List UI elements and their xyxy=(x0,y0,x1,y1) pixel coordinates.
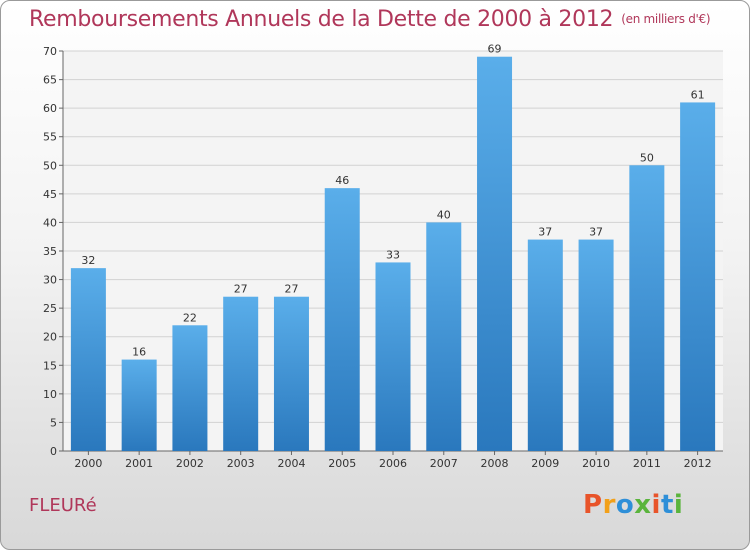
chart-title-text: Remboursements Annuels de la Dette de 20… xyxy=(29,7,614,32)
logo-letter: i xyxy=(651,490,661,520)
bar-2006 xyxy=(375,262,411,451)
x-tick-label: 2005 xyxy=(328,457,356,470)
y-tick-label: 15 xyxy=(43,359,57,372)
y-tick-label: 65 xyxy=(43,74,57,87)
logo-letter: r xyxy=(602,490,616,520)
data-label: 61 xyxy=(691,88,705,101)
data-label: 22 xyxy=(183,311,197,324)
bar-2005 xyxy=(324,188,360,451)
logo-letter: x xyxy=(634,490,652,520)
data-label: 27 xyxy=(284,283,298,296)
y-tick-label: 50 xyxy=(43,159,57,172)
data-label: 40 xyxy=(437,208,451,221)
bar-2008 xyxy=(477,56,513,451)
bar-2010 xyxy=(578,239,614,451)
x-tick-label: 2012 xyxy=(684,457,712,470)
data-label: 32 xyxy=(81,254,95,267)
proxiti-logo[interactable]: Proxiti xyxy=(583,490,683,520)
data-label: 37 xyxy=(538,226,552,239)
x-tick-label: 2001 xyxy=(125,457,153,470)
bar-2001 xyxy=(121,359,157,451)
bar-2007 xyxy=(426,222,462,451)
y-tick-label: 10 xyxy=(43,388,57,401)
y-tick-label: 70 xyxy=(43,45,57,58)
logo-letter: o xyxy=(615,490,635,520)
bar-2003 xyxy=(223,296,259,451)
y-tick-label: 60 xyxy=(43,102,57,115)
y-tick-label: 45 xyxy=(43,188,57,201)
bar-2000 xyxy=(70,268,106,451)
x-tick-label: 2006 xyxy=(379,457,407,470)
y-tick-label: 40 xyxy=(43,216,57,229)
y-tick-label: 30 xyxy=(43,274,57,287)
data-label: 50 xyxy=(640,151,654,164)
y-tick-label: 55 xyxy=(43,131,57,144)
x-tick-label: 2002 xyxy=(176,457,204,470)
x-tick-label: 2010 xyxy=(582,457,610,470)
bar-layer xyxy=(70,56,716,452)
y-tick-label: 0 xyxy=(50,445,57,458)
bar-2002 xyxy=(172,325,208,451)
data-label: 37 xyxy=(589,226,603,239)
bar-2012 xyxy=(680,102,716,451)
x-tick-label: 2007 xyxy=(430,457,458,470)
bar-2004 xyxy=(273,296,309,451)
commune-name: FLEURé xyxy=(29,495,97,516)
y-tick-label: 20 xyxy=(43,331,57,344)
y-tick-label: 25 xyxy=(43,302,57,315)
x-tick-label: 2000 xyxy=(74,457,102,470)
logo-letter: P xyxy=(583,490,603,520)
y-tick-label: 35 xyxy=(43,245,57,258)
x-tick-label: 2011 xyxy=(633,457,661,470)
x-tick-label: 2004 xyxy=(277,457,305,470)
bar-2011 xyxy=(629,165,665,452)
label-layer: 2000 32 2001 16 2002 22 2003 27 2004 27 2005 46 2006… xyxy=(74,43,711,470)
data-label: 16 xyxy=(132,346,146,359)
data-label: 33 xyxy=(386,248,400,261)
data-label: 27 xyxy=(234,283,248,296)
bar-2009 xyxy=(527,239,563,451)
x-tick-label: 2009 xyxy=(531,457,559,470)
y-tick-label: 5 xyxy=(50,416,57,429)
x-tick-label: 2003 xyxy=(227,457,255,470)
logo-letter: i xyxy=(673,490,684,520)
chart-title: Remboursements Annuels de la Dette de 20… xyxy=(29,7,711,32)
data-label: 46 xyxy=(335,174,349,187)
data-label: 69 xyxy=(488,43,502,56)
logo-letter: t xyxy=(660,490,674,520)
x-tick-label: 2008 xyxy=(481,457,509,470)
chart-unit-note: (en milliers d'€) xyxy=(621,12,711,26)
